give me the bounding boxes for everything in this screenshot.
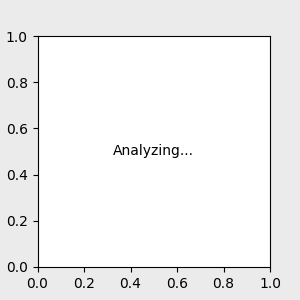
Text: Analyzing...: Analyzing... — [113, 145, 194, 158]
